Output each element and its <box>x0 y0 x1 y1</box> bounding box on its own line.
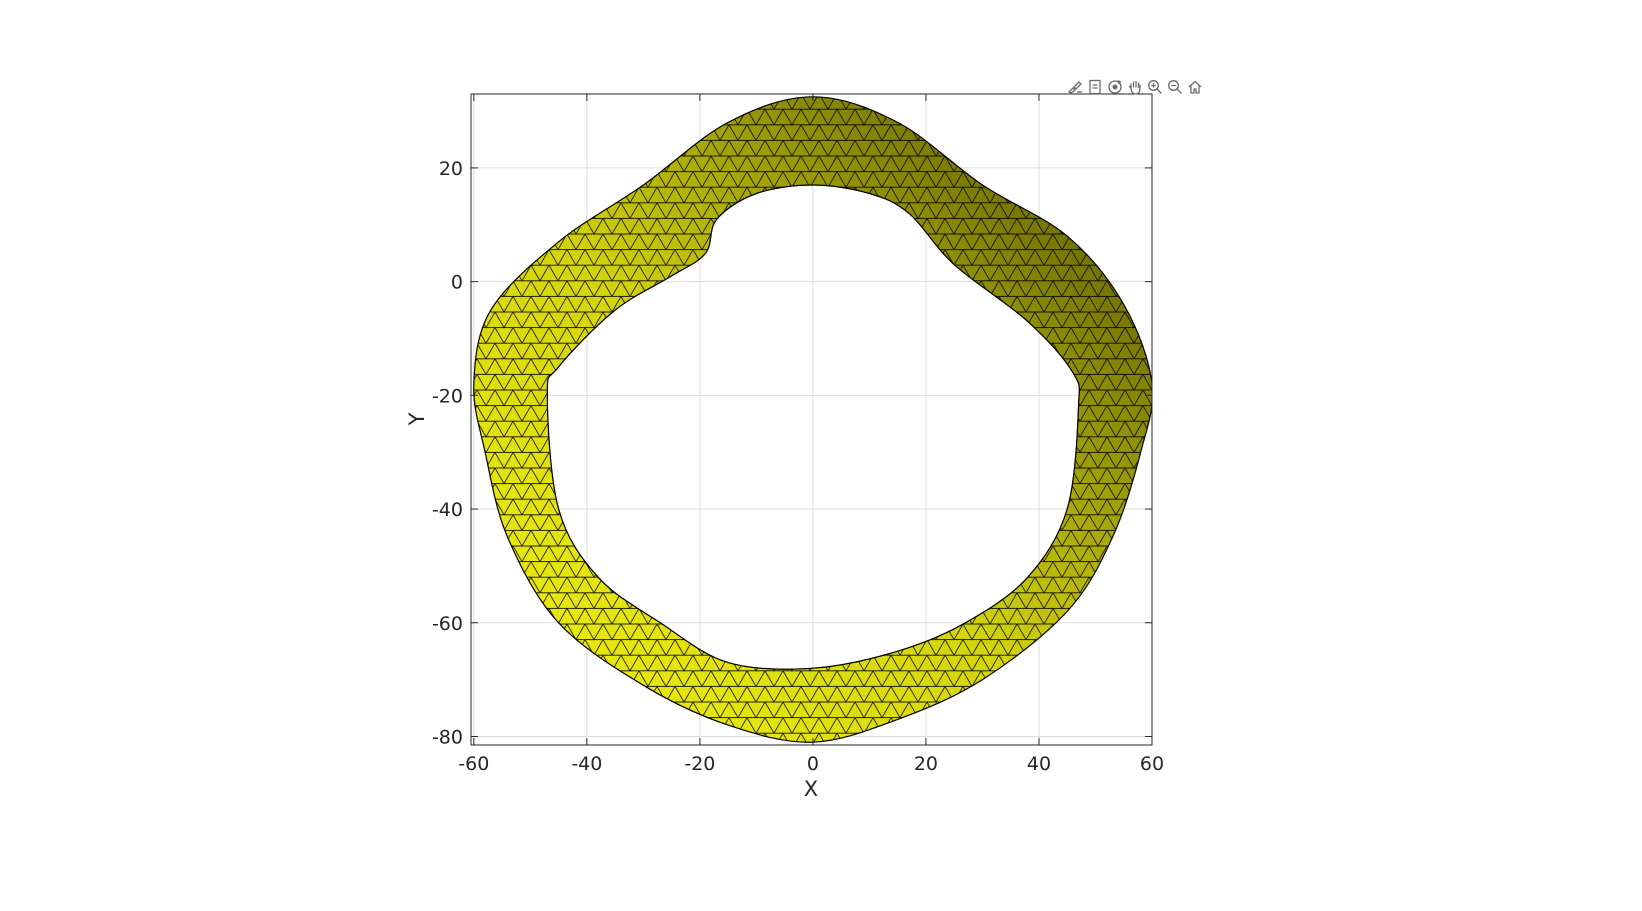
y-axis-label: Y <box>405 412 429 426</box>
x-tick-label: -40 <box>571 753 602 775</box>
surface-mesh-edges <box>473 96 1152 743</box>
axes-toolbar <box>1066 78 1204 98</box>
y-tick-label: -20 <box>432 385 463 407</box>
x-tick-label: -20 <box>684 753 715 775</box>
y-tick-label: 0 <box>451 272 463 294</box>
axes-box <box>470 93 1153 746</box>
x-tick-label: 60 <box>1140 753 1164 775</box>
plot-area[interactable] <box>470 93 1153 746</box>
data-tips-icon[interactable] <box>1086 78 1104 96</box>
y-tick-label: 20 <box>439 158 463 180</box>
y-tick-label: -40 <box>432 499 463 521</box>
x-axis-label: X <box>804 777 818 801</box>
y-tick-label: -80 <box>432 726 463 748</box>
brush-icon[interactable] <box>1066 78 1084 96</box>
x-tick-label: 20 <box>914 753 938 775</box>
zoom-in-icon[interactable] <box>1146 78 1164 96</box>
tick-marks <box>471 94 1153 745</box>
home-icon[interactable] <box>1186 78 1204 96</box>
axes-background <box>471 94 1152 745</box>
y-tick-labels: -80 -60 -40 -20 0 20 <box>432 158 463 749</box>
pan-icon[interactable] <box>1126 78 1144 96</box>
x-tick-label: 0 <box>807 753 819 775</box>
x-tick-label: -60 <box>458 753 489 775</box>
rotate-3d-icon[interactable] <box>1106 78 1124 96</box>
x-tick-labels: -60 -40 -20 0 20 40 60 <box>458 753 1164 775</box>
x-tick-label: 40 <box>1027 753 1051 775</box>
y-tick-label: -60 <box>432 613 463 635</box>
zoom-out-icon[interactable] <box>1166 78 1184 96</box>
